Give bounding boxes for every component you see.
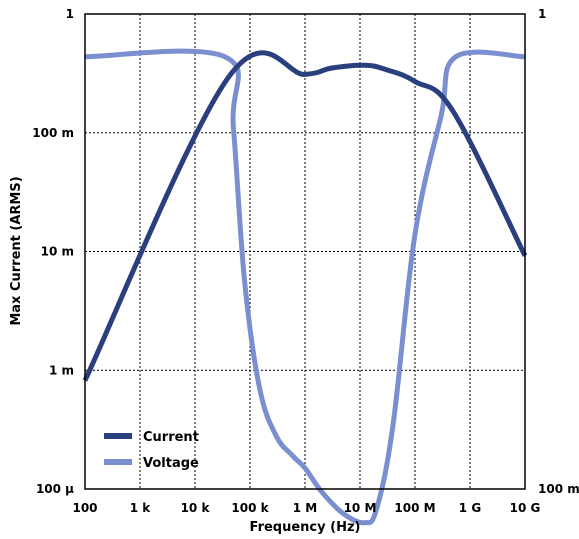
y-tick-label: 100 µ xyxy=(36,482,74,496)
x-axis-title: Frequency (Hz) xyxy=(250,520,361,535)
y2-tick-label: 1 xyxy=(538,7,546,21)
legend: Current Voltage xyxy=(104,430,199,471)
plot-frame xyxy=(84,13,526,490)
x-tick-label: 1 k xyxy=(130,501,152,515)
y-axis-title: Max Current (ARMS) xyxy=(9,176,24,325)
series-line-current xyxy=(82,50,528,382)
x-tick-label: 10 M xyxy=(344,501,377,515)
x-tick-label: 10 k xyxy=(181,501,211,515)
y-tick-label: 10 m xyxy=(41,245,74,259)
legend-label-current: Current xyxy=(143,430,199,445)
grid-layer xyxy=(85,14,525,489)
x-tick-label: 1 M xyxy=(293,501,317,515)
y-tick-label: 100 m xyxy=(32,126,74,140)
legend-label-voltage: Voltage xyxy=(143,456,199,471)
y-tick-label: 1 xyxy=(66,7,74,21)
x-tick-label: 10 G xyxy=(510,501,541,515)
x-tick-label: 100 M xyxy=(394,501,435,515)
y-tick-label: 1 m xyxy=(49,363,74,377)
x-tick-label: 100 xyxy=(72,501,97,515)
tick-layer: 100 1 k 10 k 100 k 1 M 10 M 100 M 1 G 10 G 1 100 m… xyxy=(32,7,579,515)
series-line-voltage xyxy=(84,48,526,526)
x-tick-label: 100 k xyxy=(231,501,269,515)
y2-tick-label: 100 m xyxy=(538,482,579,496)
series-layer xyxy=(82,48,528,526)
x-tick-label: 1 G xyxy=(459,501,481,515)
